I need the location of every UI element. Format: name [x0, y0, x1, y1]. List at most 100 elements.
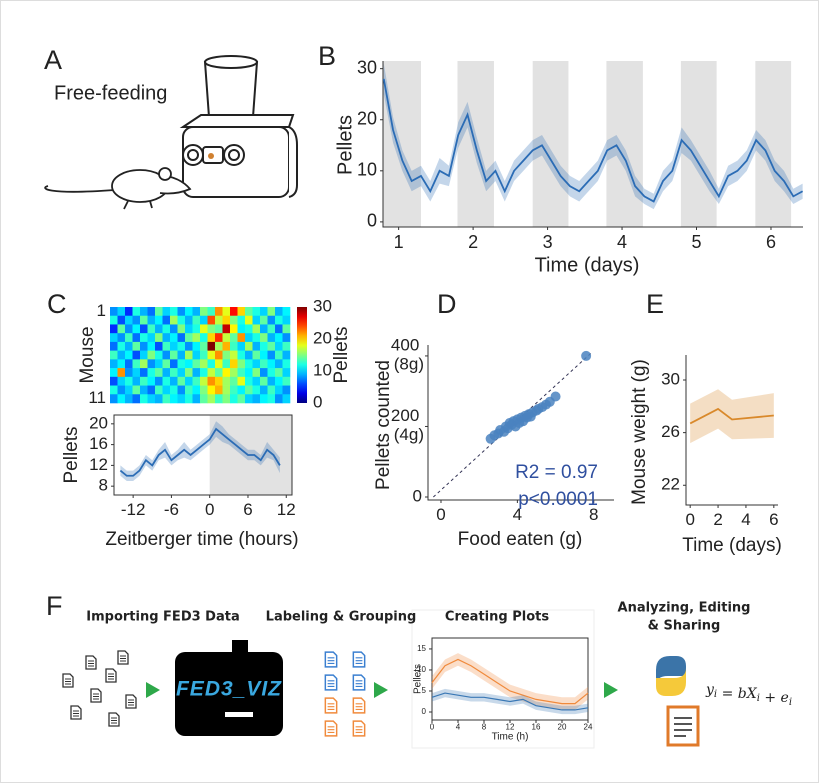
heat-cell	[260, 307, 268, 317]
heat-cell	[275, 315, 283, 325]
step-title: Labeling & Grouping	[266, 610, 417, 625]
heat-cell	[267, 350, 276, 360]
heat-cell	[222, 359, 231, 369]
heat-cell	[125, 376, 133, 386]
heat-cell	[140, 368, 148, 378]
heat-cell	[177, 350, 186, 360]
grouped-files	[324, 651, 366, 737]
heat-cell	[125, 333, 133, 343]
x-axis-label: Time (days)	[682, 535, 782, 556]
heat-cell	[215, 394, 223, 404]
y-tick-label: 20	[89, 413, 108, 432]
heat-cell	[282, 307, 291, 317]
heat-cell	[117, 368, 126, 378]
heat-cell	[275, 368, 283, 378]
heat-cell	[267, 385, 276, 395]
heat-cell	[245, 394, 253, 404]
heat-cell	[110, 324, 118, 334]
heat-cell	[132, 341, 141, 351]
heat-cell	[117, 341, 126, 351]
y-axis-label: Mouse	[77, 326, 98, 383]
heat-cell	[200, 368, 208, 378]
heat-cell	[207, 324, 216, 334]
heat-cell	[245, 376, 253, 386]
heat-cell	[162, 341, 171, 351]
heat-cell	[282, 385, 291, 395]
colorbar-tick-label: 20	[313, 328, 332, 347]
heat-cell	[275, 394, 283, 404]
heat-cell	[215, 368, 223, 378]
heat-cell	[245, 315, 253, 325]
heat-cell	[192, 341, 201, 351]
heat-cell	[170, 368, 178, 378]
heat-cell	[215, 307, 223, 317]
heat-cell	[192, 350, 201, 360]
y-tick-label: 0	[422, 707, 427, 716]
heat-cell	[252, 376, 261, 386]
heat-cell	[155, 307, 163, 317]
heat-cell	[140, 385, 148, 395]
heat-cell	[162, 315, 171, 325]
heat-cell	[140, 307, 148, 317]
heat-cell	[185, 315, 193, 325]
heat-cell	[177, 324, 186, 334]
heat-cell	[147, 350, 156, 360]
step-title: Analyzing, Editing	[618, 601, 751, 616]
heat-cell	[207, 341, 216, 351]
y-tick-label: 8	[99, 476, 108, 495]
x-tick-label: 24	[584, 722, 593, 731]
heat-cell	[230, 315, 238, 325]
heat-cell	[162, 368, 171, 378]
y-axis-label: Pellets	[334, 115, 356, 175]
heat-cell	[177, 376, 186, 386]
heat-cell	[237, 333, 246, 343]
heat-cell	[207, 359, 216, 369]
heat-cell	[140, 376, 148, 386]
colorbar-label: Pellets	[331, 326, 352, 383]
heat-cell	[252, 385, 261, 395]
heat-cell	[185, 341, 193, 351]
heat-cell	[275, 359, 283, 369]
heat-cell	[260, 324, 268, 334]
heat-cell	[222, 315, 231, 325]
heat-cell	[282, 350, 291, 360]
x-tick-label: 20	[558, 722, 567, 731]
heat-cell	[200, 350, 208, 360]
heat-cell	[282, 376, 291, 386]
heat-cell	[260, 368, 268, 378]
fed3-device	[179, 55, 298, 198]
heat-cell	[192, 324, 201, 334]
heat-cell	[125, 394, 133, 404]
x-axis-label: Zeitberger time (hours)	[105, 529, 298, 550]
series-line	[431, 692, 589, 711]
heat-cell	[170, 315, 178, 325]
y-tick-label: 15	[417, 644, 426, 653]
panel-label: C	[47, 289, 67, 319]
heat-cell	[267, 368, 276, 378]
x-tick-label: 12	[506, 722, 515, 731]
annotation: R2 = 0.97	[515, 462, 598, 483]
dark-phase	[755, 61, 792, 227]
heat-cell	[252, 359, 261, 369]
x-tick-label: 0	[685, 510, 694, 529]
y-tick-label: 400 (8g)	[391, 336, 424, 374]
heat-cell	[222, 324, 231, 334]
heat-cell	[162, 385, 171, 395]
heat-cell	[132, 307, 141, 317]
x-tick-label: 4	[741, 510, 750, 529]
heat-cell	[147, 368, 156, 378]
heat-cell	[110, 394, 118, 404]
heat-cell	[140, 359, 148, 369]
x-axis-label: Food eaten (g)	[458, 529, 583, 550]
heat-cell	[200, 341, 208, 351]
heat-cell	[207, 307, 216, 317]
heat-cell	[132, 333, 141, 343]
heat-cell	[230, 376, 238, 386]
heat-cell	[185, 324, 193, 334]
heat-cell	[125, 359, 133, 369]
heat-cell	[260, 341, 268, 351]
heat-cell	[117, 307, 126, 317]
y-tick-label: 12	[89, 455, 108, 474]
heat-cell	[222, 376, 231, 386]
heat-cell	[237, 341, 246, 351]
